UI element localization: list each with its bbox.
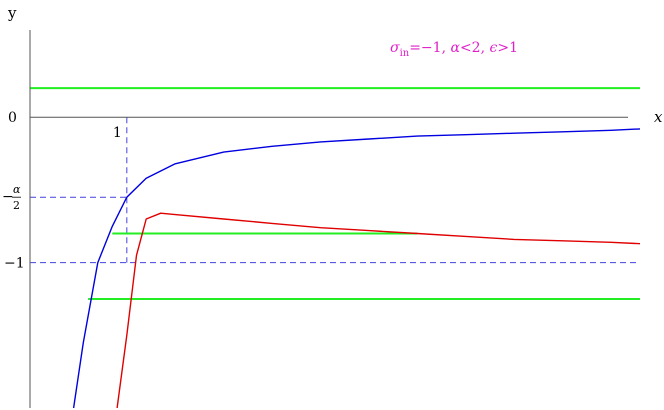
x-axis-label: x [654,108,663,126]
annotation-part-3: >1 [497,40,518,56]
tick-label-y-minus-one: −1 [4,256,25,272]
tick-label-x-one: 1 [113,125,122,141]
annotation-sigma: σ [390,40,400,56]
y-axis-label: y [7,4,17,22]
annotation-alpha: α [450,40,460,56]
tick-label-minus-alpha-over-2: − α 2 [2,183,21,212]
tick-label-y-zero: 0 [8,110,17,126]
annotation-subscript: in [400,48,410,59]
tick-alpha-minus-sign: − [2,189,14,205]
annotation-part-1: =−1, [409,40,450,56]
chart-marks [30,87,641,409]
tick-alpha-numerator: α [13,183,21,196]
tick-alpha-denominator: 2 [13,199,20,212]
annotation-part-2: <2, [460,40,490,56]
series-line-1 [72,128,641,409]
chart-annotation: σin=−1, α<2, ϵ>1 [390,40,518,59]
annotation-epsilon: ϵ [490,40,498,56]
series-line-2 [116,212,641,409]
